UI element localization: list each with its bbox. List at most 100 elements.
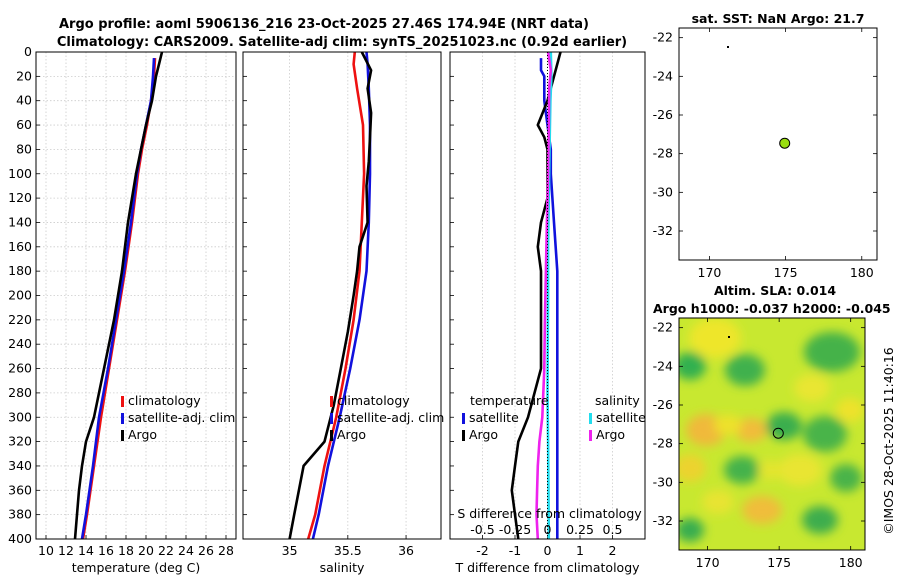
sst-map-background <box>679 28 877 260</box>
y-tick-label: 160 <box>8 239 32 254</box>
series-line <box>510 51 562 540</box>
legend-swatch <box>330 396 333 407</box>
map-y-tick-label: -28 <box>653 146 673 161</box>
salinity-panel: 35 35.5 36 salinity climatology satellite-adj… <box>242 51 444 575</box>
series-line <box>73 51 164 540</box>
y-tick-label: 400 <box>8 531 32 546</box>
sla-blob <box>679 518 704 542</box>
sla-blob <box>679 352 706 380</box>
legend-label: Argo <box>337 427 366 442</box>
legend-label: satellite-adj. clim <box>128 410 235 425</box>
map-y-tick-label: -32 <box>653 223 673 238</box>
legend-label: satellite-adj. clim <box>337 410 444 425</box>
map-y-tick-label: -28 <box>653 436 673 451</box>
legend-swatch <box>121 396 124 407</box>
map-y-tick-label: -22 <box>653 320 673 335</box>
sla-map-title-1: Altim. SLA: 0.014 <box>714 283 836 298</box>
sla-blob <box>766 412 802 440</box>
series-line <box>535 51 553 540</box>
y-tick-label: 60 <box>16 117 32 132</box>
y-tick-label: 240 <box>8 336 32 351</box>
y-tick-label: 200 <box>8 288 32 303</box>
sla-map-frame <box>678 317 866 551</box>
sla-blob <box>735 418 767 442</box>
title-line-2: Climatology: CARS2009. Satellite-adj cli… <box>57 35 627 50</box>
x-tick-label: 20 <box>138 543 154 558</box>
top-tick-label: -0.25 <box>499 522 531 537</box>
legend-label: Argo <box>469 427 498 442</box>
x-tick-label: 16 <box>98 543 114 558</box>
sla-blob <box>742 496 782 524</box>
argo-position-marker <box>779 137 791 149</box>
y-tick-label: 40 <box>16 93 32 108</box>
x-axis-label: T difference from climatology <box>454 560 640 575</box>
timestamp-stamp: ©IMOS 28-Oct-2025 11:40:16 <box>881 347 896 535</box>
sla-blob <box>724 456 760 484</box>
series-line <box>539 58 559 539</box>
temperature-panel: 10 12 14 16 18 20 22 24 26 2802040608010012014016… <box>8 44 237 575</box>
map-x-tick-label: 180 <box>850 265 874 280</box>
sla-map-panel: Altim. SLA: 0.014 Argo h1000: -0.037 h200… <box>653 283 891 570</box>
y-tick-label: 140 <box>8 214 32 229</box>
map-y-tick-label: -26 <box>653 107 673 122</box>
x-tick-label: 12 <box>58 543 74 558</box>
legend-label: satellite <box>469 410 519 425</box>
sla-blob <box>830 464 862 492</box>
differences-panel: -2 -1 0 1 2 T difference from climatology S di… <box>449 51 646 575</box>
series-line <box>311 51 372 540</box>
map-x-tick-label: 170 <box>696 555 720 570</box>
title-line-1: Argo profile: aoml 5906136_216 23-Oct-20… <box>59 17 589 32</box>
map-y-tick-label: -26 <box>653 397 673 412</box>
sla-blob <box>794 374 830 402</box>
legend-label: satellite <box>596 410 646 425</box>
legend-swatch <box>121 430 124 441</box>
series-line <box>288 51 373 540</box>
plot-frame <box>242 51 442 540</box>
legend-swatch <box>589 413 592 424</box>
map-y-tick-label: -30 <box>653 474 673 489</box>
sla-blob <box>689 318 741 358</box>
sla-anomaly-blobs <box>679 318 864 542</box>
x-tick-label: -2 <box>476 543 488 558</box>
map-y-tick-label: -24 <box>653 358 673 373</box>
x-tick-label: -1 <box>509 543 521 558</box>
sla-blob <box>725 354 765 386</box>
legend-label: climatology <box>128 393 201 408</box>
sla-blob <box>778 454 822 486</box>
map-y-tick-label: -22 <box>653 30 673 45</box>
map-y-tick-label: -32 <box>653 513 673 528</box>
y-tick-label: 340 <box>8 458 32 473</box>
x-tick-label: 35.5 <box>334 543 362 558</box>
legend-swatch <box>121 413 124 424</box>
y-tick-label: 300 <box>8 409 32 424</box>
sla-blob <box>714 415 742 435</box>
sla-blob <box>803 416 847 452</box>
map-x-tick-label: 175 <box>774 265 798 280</box>
x-axis-label: temperature (deg C) <box>72 560 201 575</box>
x-tick-label: 18 <box>118 543 134 558</box>
y-tick-label: 220 <box>8 312 32 327</box>
x-tick-label: 26 <box>198 543 214 558</box>
legend-swatch <box>330 413 333 424</box>
legend-title-temperature: temperature <box>470 393 549 408</box>
legend-swatch <box>330 430 333 441</box>
sla-blob <box>679 454 706 482</box>
legend-swatch <box>462 430 465 441</box>
coast-speck <box>727 46 729 48</box>
series-line <box>546 51 553 540</box>
top-axis-label: S difference from climatology <box>457 506 642 521</box>
y-tick-label: 380 <box>8 507 32 522</box>
legend-swatch <box>589 430 592 441</box>
argo-position-marker <box>772 427 784 439</box>
x-tick-label: 24 <box>178 543 194 558</box>
legend-label: Argo <box>596 427 625 442</box>
y-tick-label: 360 <box>8 482 32 497</box>
x-tick-label: 0 <box>544 543 552 558</box>
y-tick-label: 260 <box>8 361 32 376</box>
top-tick-label: -0.5 <box>470 522 494 537</box>
x-tick-label: 1 <box>576 543 584 558</box>
series-line <box>306 51 366 540</box>
sla-blob <box>836 398 864 422</box>
y-tick-label: 100 <box>8 166 32 181</box>
